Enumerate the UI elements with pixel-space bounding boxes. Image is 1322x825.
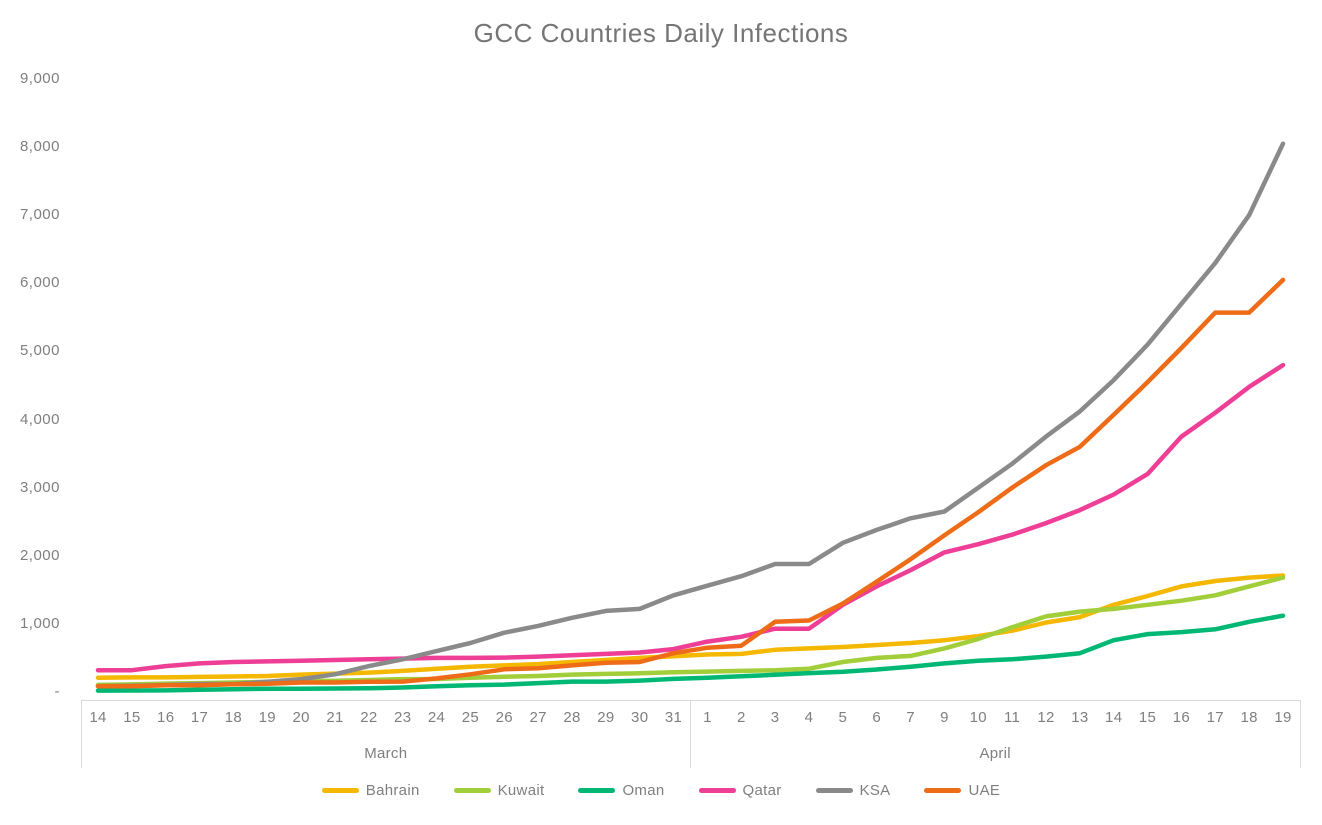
legend-label-uae: UAE bbox=[968, 782, 1001, 799]
legend-swatch-ksa bbox=[815, 788, 853, 793]
y-axis-tick-label: 1,000 bbox=[19, 614, 60, 632]
x-axis-day-label: 18 bbox=[1240, 709, 1258, 726]
x-axis-day-label: 30 bbox=[631, 709, 649, 726]
x-axis-day-label: 9 bbox=[940, 709, 949, 726]
x-axis-day-label: 24 bbox=[427, 709, 446, 726]
x-axis-day-label: 7 bbox=[906, 709, 915, 726]
legend: Bahrain Kuwait Oman Qatar KSA UAE bbox=[0, 782, 1322, 799]
x-axis-day-label: 10 bbox=[969, 709, 987, 726]
x-axis-day-label: 4 bbox=[804, 709, 814, 726]
series-line-qatar bbox=[95, 362, 1286, 673]
x-axis-day-label: 26 bbox=[495, 709, 513, 726]
legend-item-uae: UAE bbox=[924, 782, 1000, 799]
x-axis-day-label: 1 bbox=[703, 709, 712, 726]
x-axis-month-label: April bbox=[979, 745, 1011, 762]
month-separator bbox=[690, 700, 692, 768]
x-axis-day-label: 18 bbox=[224, 709, 243, 726]
x-axis-day-label: 22 bbox=[360, 709, 378, 726]
legend-label-ksa: KSA bbox=[859, 782, 891, 799]
y-axis-tick-label: 6,000 bbox=[19, 274, 60, 292]
legend-label-kuwait: Kuwait bbox=[497, 782, 545, 799]
y-axis-tick-label: 9,000 bbox=[19, 70, 60, 87]
x-axis-day-label: 14 bbox=[89, 709, 107, 726]
x-axis-day-label: 19 bbox=[1274, 709, 1292, 726]
y-axis-tick-label: 5,000 bbox=[19, 342, 60, 360]
y-axis-tick-label: 8,000 bbox=[19, 138, 60, 156]
x-axis-day-label: 2 bbox=[736, 709, 746, 726]
legend-item-oman: Oman bbox=[578, 782, 664, 799]
x-axis-day-label: 15 bbox=[123, 709, 141, 726]
x-axis-day-label: 5 bbox=[838, 709, 848, 726]
y-axis-tick-label: 3,000 bbox=[19, 478, 60, 496]
x-axis-day-label: 16 bbox=[1172, 709, 1191, 726]
x-axis-day-label: 6 bbox=[872, 709, 882, 726]
x-axis-day-label: 28 bbox=[563, 709, 581, 726]
x-axis-month-label: March bbox=[364, 745, 408, 762]
x-axis-day-label: 31 bbox=[664, 709, 683, 726]
legend-item-qatar: Qatar bbox=[698, 782, 782, 799]
legend-label-oman: Oman bbox=[622, 782, 665, 799]
x-axis-day-label: 20 bbox=[292, 709, 310, 726]
legend-item-ksa: KSA bbox=[815, 782, 891, 799]
series-line-kuwait bbox=[95, 575, 1286, 688]
legend-label-qatar: Qatar bbox=[742, 782, 782, 799]
y-axis-tick-label: 7,000 bbox=[19, 206, 60, 224]
y-axis-tick-label: 4,000 bbox=[19, 410, 60, 428]
x-axis-day-label: 15 bbox=[1138, 709, 1157, 726]
x-axis-day-label: 17 bbox=[1206, 709, 1224, 726]
legend-item-kuwait: Kuwait bbox=[453, 782, 545, 799]
series-line-uae bbox=[95, 277, 1286, 689]
series-line-oman bbox=[95, 613, 1286, 693]
legend-item-bahrain: Bahrain bbox=[321, 782, 420, 799]
x-axis-day-label: 23 bbox=[394, 709, 412, 726]
x-axis-day-label: 16 bbox=[157, 709, 175, 726]
legend-swatch-uae bbox=[924, 788, 962, 793]
x-axis-day-label: 13 bbox=[1071, 709, 1089, 726]
x-axis-day-label: 11 bbox=[1004, 709, 1021, 726]
y-axis-tick-label: - bbox=[54, 683, 60, 700]
x-axis-day-label: 25 bbox=[461, 709, 480, 726]
x-axis-right-border bbox=[1299, 700, 1301, 768]
series-line-bahrain bbox=[95, 573, 1286, 680]
x-axis-day-label: 14 bbox=[1105, 709, 1123, 726]
x-axis-day-label: 17 bbox=[190, 709, 209, 726]
legend-swatch-kuwait bbox=[453, 788, 491, 793]
legend-swatch-bahrain bbox=[321, 788, 359, 793]
x-axis-left-border bbox=[81, 700, 83, 768]
chart-title: GCC Countries Daily Infections bbox=[473, 18, 849, 48]
legend-swatch-oman bbox=[578, 788, 616, 793]
legend-label-bahrain: Bahrain bbox=[365, 782, 420, 799]
x-axis-day-label: 29 bbox=[597, 709, 615, 726]
legend-swatch-qatar bbox=[698, 788, 736, 793]
series-line-ksa bbox=[95, 141, 1286, 689]
x-axis-day-label: 3 bbox=[770, 709, 780, 726]
y-axis-tick-label: 2,000 bbox=[19, 546, 60, 564]
x-axis-day-label: 19 bbox=[258, 709, 276, 726]
x-axis-day-label: 21 bbox=[326, 709, 344, 726]
x-axis-day-label: 12 bbox=[1037, 709, 1055, 726]
x-axis-day-label: 27 bbox=[529, 709, 547, 726]
